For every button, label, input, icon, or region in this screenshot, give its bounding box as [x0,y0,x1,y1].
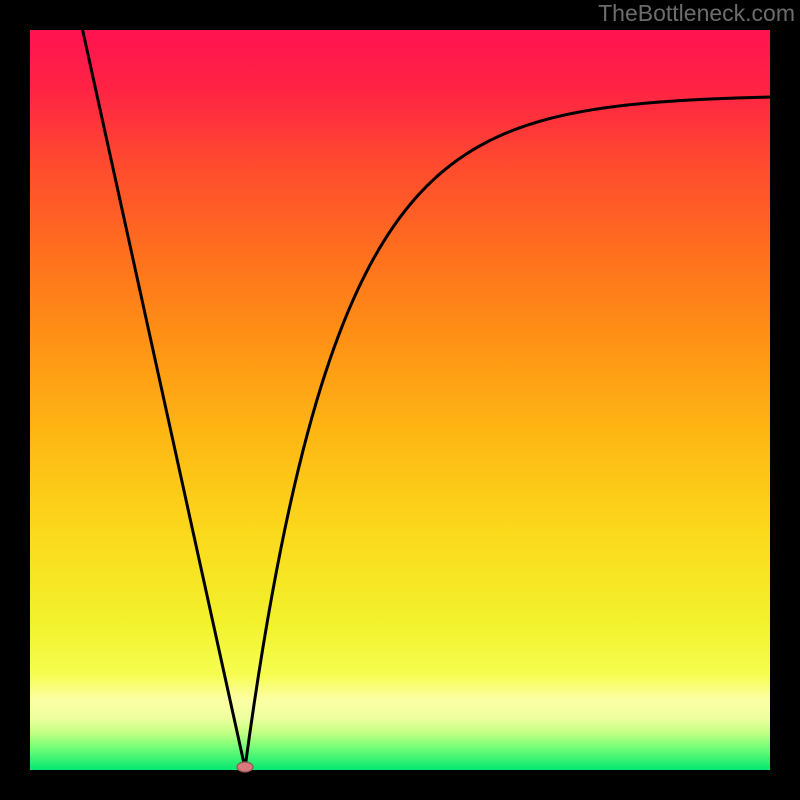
gradient-background [30,30,770,770]
chart-root: TheBottleneck.com [0,0,800,800]
chart-svg [0,0,800,800]
minimum-marker [237,762,253,772]
